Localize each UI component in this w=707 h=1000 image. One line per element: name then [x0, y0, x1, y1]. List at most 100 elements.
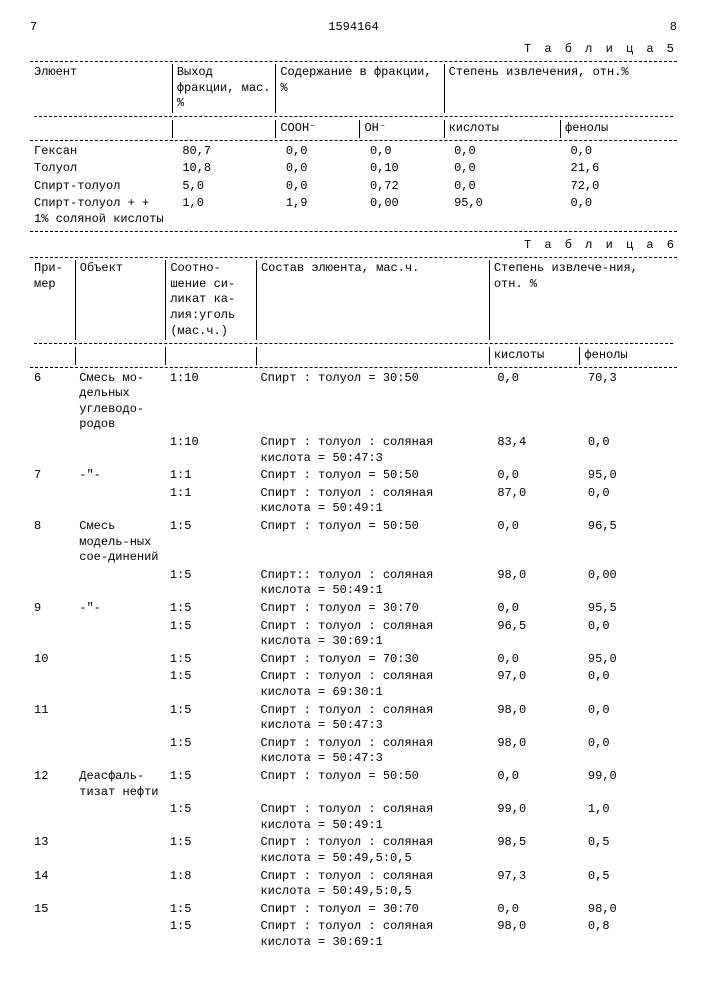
cell-example: 8	[30, 518, 75, 567]
cell-ratio: 1:5	[166, 618, 257, 651]
table-row: 7-"-1:1Спирт : толуол = 50:500,095,0	[30, 467, 677, 485]
cell-object	[75, 668, 166, 701]
table-row: 14 1:8Спирт : толуол : соляная кислота = …	[30, 868, 677, 901]
cell-acids: 96,5	[489, 618, 580, 651]
table-row: 1:10Спирт : толуол : соляная кислота = 5…	[30, 434, 677, 467]
cell-composition: Спирт : толуол : соляная кислота = 50:49…	[256, 485, 489, 518]
cell-example: 14	[30, 868, 75, 901]
cell-phenols: 0,0	[580, 485, 677, 518]
col-phenols6: фенолы	[580, 347, 677, 365]
cell-object	[75, 834, 166, 867]
cell-acids: 0,0	[489, 467, 580, 485]
table5: Элюент Выход фракции, мас. % Содержание …	[30, 64, 677, 137]
cell-ratio: 1:10	[166, 370, 257, 434]
cell-acids: 99,0	[489, 801, 580, 834]
table6: При-мер Объект Соотно-шение си-ликат ка-…	[30, 260, 677, 365]
table-row: 131:5Спирт : толуол : соляная кислота = …	[30, 834, 677, 867]
cell-yield: 5,0	[172, 178, 276, 196]
cell-ratio: 1:5	[166, 801, 257, 834]
table-row: 9-"-1:5Спирт : толуол = 30:700,095,5	[30, 600, 677, 618]
cell-object	[75, 434, 166, 467]
col-cooh: COOH⁻	[276, 120, 360, 138]
cell-acids: 98,0	[489, 567, 580, 600]
cell-ratio: 1:1	[166, 485, 257, 518]
cell-oh: 0,10	[360, 160, 444, 178]
table-row: 1:5Спирт:: толуол : соляная кислота = 50…	[30, 567, 677, 600]
col-acids6: кислоты	[489, 347, 580, 365]
cell-example: 7	[30, 467, 75, 485]
divider	[30, 367, 677, 368]
cell-phenols: 21,6	[561, 160, 677, 178]
cell-acids: 0,0	[489, 651, 580, 669]
col-example: При-мер	[30, 260, 75, 340]
cell-ratio: 1:5	[166, 567, 257, 600]
divider	[30, 231, 677, 232]
cell-eluent: Спирт-толуол	[30, 178, 172, 196]
cell-composition: Спирт : толуол : соляная кислота = 50:49…	[256, 801, 489, 834]
cell-ratio: 1:5	[166, 735, 257, 768]
divider	[34, 343, 673, 344]
cell-ratio: 1:5	[166, 518, 257, 567]
cell-cooh: 0,0	[276, 143, 360, 161]
cell-object: Смесь мо-дельных углеводо-родов	[75, 370, 166, 434]
cell-phenols: 0,5	[580, 834, 677, 867]
cell-phenols: 99,0	[580, 768, 677, 801]
col-degree: Степень извлечения, отн.%	[444, 64, 677, 113]
cell-example	[30, 668, 75, 701]
table-row: 1:5Спирт : толуол : соляная кислота = 30…	[30, 618, 677, 651]
cell-composition: Спирт : толуол : соляная кислота = 50:47…	[256, 702, 489, 735]
cell-object: -"-	[75, 600, 166, 618]
cell-acids: 97,3	[489, 868, 580, 901]
cell-object: Смесь модель-ных сое-динений	[75, 518, 166, 567]
cell-phenols: 0,0	[580, 434, 677, 467]
table5-header-row: Элюент Выход фракции, мас. % Содержание …	[30, 64, 677, 113]
cell-composition: Спирт : толуол = 70:30	[256, 651, 489, 669]
cell-example	[30, 918, 75, 951]
cell-yield: 10,8	[172, 160, 276, 178]
cell-composition: Спирт:: толуол : соляная кислота = 50:49…	[256, 567, 489, 600]
divider	[34, 116, 673, 117]
cell-phenols: 95,0	[580, 651, 677, 669]
cell-composition: Спирт : толуол : соляная кислота = 30:69…	[256, 918, 489, 951]
table5-subheader-row: COOH⁻ OH⁻ кислоты фенолы	[30, 120, 677, 138]
cell-acids: 0,0	[444, 160, 560, 178]
cell-object	[75, 868, 166, 901]
col-oh: OH⁻	[360, 120, 444, 138]
table-row: 8Смесь модель-ных сое-динений1:5Спирт : …	[30, 518, 677, 567]
cell-acids: 0,0	[489, 768, 580, 801]
table5-body: Гексан80,70,00,00,00,0Толуол10,80,00,100…	[30, 143, 677, 229]
cell-example	[30, 801, 75, 834]
cell-acids: 0,0	[489, 600, 580, 618]
col-yield: Выход фракции, мас. %	[172, 64, 276, 113]
col-content: Содержание в фракции, %	[276, 64, 444, 113]
cell-composition: Спирт : толуол = 30:50	[256, 370, 489, 434]
cell-composition: Спирт : толуол = 30:70	[256, 600, 489, 618]
cell-oh: 0,0	[360, 143, 444, 161]
col-object: Объект	[75, 260, 166, 340]
cell-yield: 1,0	[172, 195, 276, 228]
cell-object	[75, 651, 166, 669]
table-row: 101:5Спирт : толуол = 70:300,095,0	[30, 651, 677, 669]
cell-example: 10	[30, 651, 75, 669]
cell-phenols: 96,5	[580, 518, 677, 567]
cell-ratio: 1:8	[166, 868, 257, 901]
cell-phenols: 0,0	[561, 195, 677, 228]
page-header: 7 1594164 8	[30, 20, 677, 36]
cell-phenols: 72,0	[561, 178, 677, 196]
table-row: 6Смесь мо-дельных углеводо-родов1:10Спир…	[30, 370, 677, 434]
cell-example: 15	[30, 901, 75, 919]
cell-object	[75, 735, 166, 768]
cell-phenols: 70,3	[580, 370, 677, 434]
cell-acids: 98,0	[489, 918, 580, 951]
cell-acids: 98,5	[489, 834, 580, 867]
cell-acids: 98,0	[489, 735, 580, 768]
cell-composition: Спирт : толуол = 50:50	[256, 467, 489, 485]
cell-composition: Спирт : толуол : соляная кислота = 50:49…	[256, 868, 489, 901]
cell-oh: 0,72	[360, 178, 444, 196]
table-row: 1:5Спирт : толуол : соляная кислота = 50…	[30, 801, 677, 834]
cell-example	[30, 735, 75, 768]
cell-oh: 0,00	[360, 195, 444, 228]
cell-phenols: 0,0	[580, 618, 677, 651]
cell-object	[75, 801, 166, 834]
table6-header-row: При-мер Объект Соотно-шение си-ликат ка-…	[30, 260, 677, 340]
